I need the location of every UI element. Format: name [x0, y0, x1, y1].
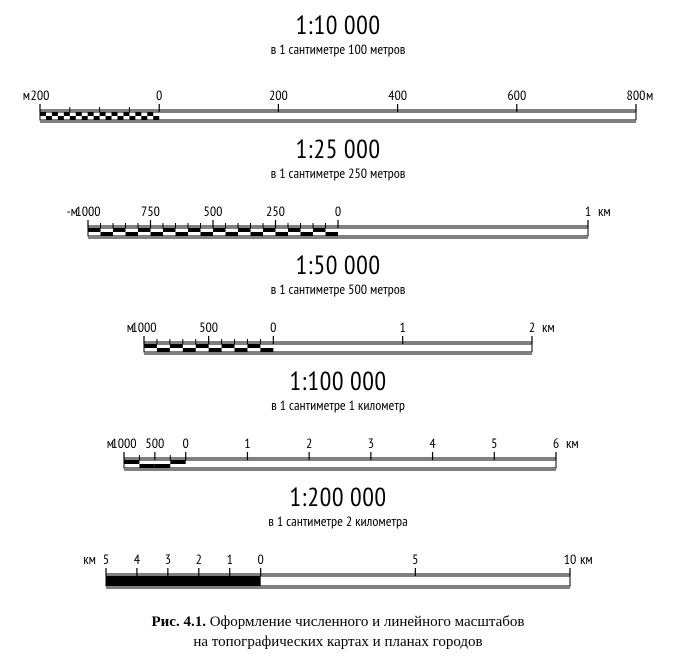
- svg-text:200: 200: [31, 86, 50, 104]
- svg-text:0: 0: [183, 434, 189, 452]
- scales-svg: 1:10 000в 1 сантиметре 100 метров2000200…: [0, 0, 676, 604]
- svg-text:1000: 1000: [75, 202, 100, 220]
- caption-rest: Оформление численного и линейного масшта…: [206, 614, 525, 630]
- svg-text:м: м: [646, 86, 653, 104]
- svg-text:0: 0: [335, 202, 341, 220]
- svg-text:км: км: [83, 550, 96, 568]
- svg-text:в 1 сантиметре 1 километр: в 1 сантиметре 1 километр: [271, 396, 405, 414]
- svg-text:10: 10: [564, 550, 577, 568]
- svg-text:км: км: [566, 434, 579, 452]
- svg-text:500: 500: [204, 202, 223, 220]
- svg-text:в 1 сантиметре 100 метров: в 1 сантиметре 100 метров: [271, 40, 406, 58]
- svg-text:5: 5: [103, 550, 109, 568]
- svg-text:1000: 1000: [131, 318, 156, 336]
- caption-line2: на топографических картах и планах город…: [193, 634, 482, 650]
- figure-caption: Рис. 4.1. Оформление численного и линейн…: [0, 604, 676, 669]
- svg-text:5: 5: [412, 550, 418, 568]
- svg-text:500: 500: [199, 318, 218, 336]
- svg-text:2: 2: [196, 550, 202, 568]
- svg-text:4: 4: [429, 434, 436, 452]
- svg-text:2: 2: [306, 434, 312, 452]
- svg-text:в 1 сантиметре 500 метров: в 1 сантиметре 500 метров: [271, 280, 406, 298]
- svg-text:250: 250: [266, 202, 285, 220]
- svg-text:км: км: [598, 202, 611, 220]
- svg-text:1: 1: [244, 434, 250, 452]
- svg-text:0: 0: [258, 550, 264, 568]
- svg-text:в 1 сантиметре 250 метров: в 1 сантиметре 250 метров: [271, 164, 406, 182]
- svg-text:500: 500: [145, 434, 164, 452]
- svg-text:800: 800: [627, 86, 646, 104]
- svg-text:6: 6: [553, 434, 559, 452]
- svg-text:400: 400: [388, 86, 407, 104]
- svg-text:600: 600: [507, 86, 526, 104]
- svg-text:км: км: [542, 318, 555, 336]
- diagram-root: 1:10 000в 1 сантиметре 100 метров2000200…: [0, 0, 676, 604]
- svg-text:в 1 сантиметре 2 километра: в 1 сантиметре 2 километра: [268, 512, 407, 530]
- svg-text:200: 200: [269, 86, 288, 104]
- svg-text:1000: 1000: [111, 434, 136, 452]
- svg-text:3: 3: [165, 550, 171, 568]
- svg-text:3: 3: [368, 434, 374, 452]
- svg-text:-м: -м: [67, 202, 78, 220]
- svg-text:м: м: [107, 434, 114, 452]
- svg-text:0: 0: [270, 318, 276, 336]
- svg-text:1: 1: [585, 202, 591, 220]
- svg-text:4: 4: [134, 550, 141, 568]
- caption-bold: Рис. 4.1.: [151, 614, 205, 630]
- svg-text:1:10 000: 1:10 000: [295, 9, 380, 42]
- svg-text:1: 1: [227, 550, 233, 568]
- svg-text:1: 1: [400, 318, 406, 336]
- svg-text:1:25 000: 1:25 000: [295, 133, 380, 166]
- svg-text:750: 750: [141, 202, 160, 220]
- svg-text:1:50 000: 1:50 000: [295, 249, 380, 282]
- svg-text:0: 0: [156, 86, 162, 104]
- svg-text:м: м: [23, 86, 30, 104]
- svg-text:м: м: [127, 318, 134, 336]
- svg-text:2: 2: [529, 318, 535, 336]
- svg-text:1:200 000: 1:200 000: [289, 481, 386, 514]
- svg-text:км: км: [580, 550, 593, 568]
- svg-text:1:100 000: 1:100 000: [289, 365, 386, 398]
- svg-text:5: 5: [491, 434, 497, 452]
